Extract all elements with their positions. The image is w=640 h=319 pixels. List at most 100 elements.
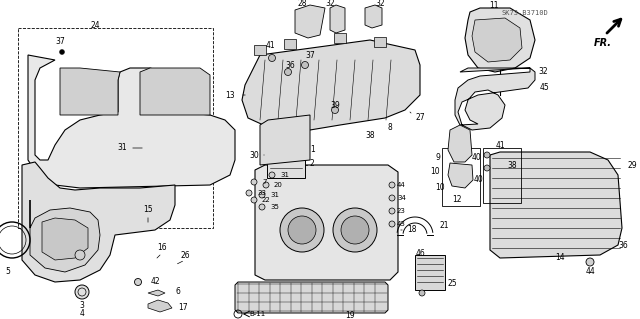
Text: 24: 24 [90, 21, 100, 31]
Text: 40: 40 [472, 153, 482, 162]
Text: 44: 44 [585, 268, 595, 277]
Circle shape [251, 179, 257, 185]
Text: 45: 45 [540, 84, 550, 93]
Text: 27: 27 [415, 114, 424, 122]
Text: 39: 39 [330, 100, 340, 109]
Polygon shape [334, 33, 346, 43]
Text: 25: 25 [448, 278, 458, 287]
Text: 1: 1 [310, 145, 315, 154]
Polygon shape [148, 300, 172, 312]
Text: 41: 41 [265, 41, 275, 49]
Polygon shape [330, 5, 345, 33]
Text: FR.: FR. [594, 38, 612, 48]
Bar [483, 148, 521, 203]
Circle shape [259, 204, 265, 210]
Bar [267, 148, 305, 178]
Text: 4: 4 [79, 308, 84, 317]
Polygon shape [235, 282, 388, 313]
Circle shape [75, 285, 89, 299]
Polygon shape [22, 162, 175, 282]
Circle shape [269, 55, 275, 62]
Circle shape [333, 208, 377, 252]
Bar [18, 28, 213, 228]
Text: 19: 19 [345, 311, 355, 319]
Polygon shape [490, 152, 622, 258]
Text: 32: 32 [538, 68, 548, 77]
Text: 32: 32 [325, 0, 335, 8]
Text: 5: 5 [6, 266, 10, 276]
Text: 17: 17 [178, 302, 188, 311]
Text: 11: 11 [489, 1, 499, 10]
Text: 2: 2 [310, 159, 315, 167]
Text: 9: 9 [435, 153, 440, 162]
Circle shape [246, 190, 252, 196]
Bar [442, 148, 480, 206]
Polygon shape [242, 40, 420, 130]
Circle shape [259, 192, 265, 198]
Text: 22: 22 [262, 197, 271, 203]
Circle shape [134, 278, 141, 286]
Polygon shape [255, 165, 398, 280]
Circle shape [263, 182, 269, 188]
Polygon shape [60, 68, 120, 115]
Text: 43: 43 [397, 221, 406, 227]
Text: 36: 36 [285, 61, 295, 70]
Text: 31: 31 [270, 192, 279, 198]
Text: 38: 38 [365, 130, 375, 139]
Text: 10: 10 [435, 183, 445, 192]
Text: 12: 12 [452, 196, 461, 204]
Bar [415, 255, 445, 290]
Text: 35: 35 [270, 204, 279, 210]
Text: 29: 29 [628, 160, 637, 169]
Circle shape [419, 290, 425, 296]
Polygon shape [28, 55, 235, 188]
Polygon shape [472, 18, 522, 62]
Text: 33: 33 [257, 190, 266, 196]
Text: 41: 41 [495, 140, 505, 150]
Circle shape [251, 197, 257, 203]
Polygon shape [295, 5, 325, 38]
Polygon shape [148, 290, 165, 296]
Text: 36: 36 [618, 241, 628, 249]
Text: 3: 3 [79, 300, 84, 309]
Text: 7: 7 [262, 179, 266, 185]
Circle shape [288, 216, 316, 244]
Circle shape [341, 216, 369, 244]
Circle shape [389, 221, 395, 227]
Text: 42: 42 [150, 278, 160, 286]
Text: 28: 28 [297, 0, 307, 8]
Text: 37: 37 [55, 38, 65, 47]
Circle shape [269, 172, 275, 178]
Polygon shape [42, 218, 88, 260]
Text: 38: 38 [507, 160, 517, 169]
Text: 31: 31 [117, 144, 127, 152]
Text: 26: 26 [180, 250, 190, 259]
Polygon shape [140, 68, 210, 115]
Circle shape [389, 182, 395, 188]
Polygon shape [374, 37, 386, 47]
Text: 23: 23 [397, 208, 406, 214]
Text: 18: 18 [407, 226, 417, 234]
Text: B-11: B-11 [249, 311, 265, 317]
Text: 46: 46 [415, 249, 425, 257]
Circle shape [484, 152, 490, 158]
Circle shape [389, 195, 395, 201]
Circle shape [484, 165, 490, 171]
Text: 15: 15 [143, 205, 153, 214]
Polygon shape [448, 125, 472, 162]
Text: 31: 31 [280, 172, 289, 178]
Circle shape [301, 62, 308, 69]
Text: 8: 8 [388, 123, 392, 132]
Text: 34: 34 [397, 195, 406, 201]
Text: 6: 6 [175, 287, 180, 296]
Text: 20: 20 [274, 182, 283, 188]
Text: 21: 21 [440, 220, 449, 229]
Polygon shape [284, 39, 296, 49]
Polygon shape [448, 163, 473, 188]
Polygon shape [465, 8, 535, 72]
Text: SK73-B3710D: SK73-B3710D [501, 10, 548, 16]
Polygon shape [260, 115, 310, 165]
Text: 44: 44 [397, 182, 406, 188]
Polygon shape [455, 68, 535, 130]
Polygon shape [365, 5, 382, 28]
